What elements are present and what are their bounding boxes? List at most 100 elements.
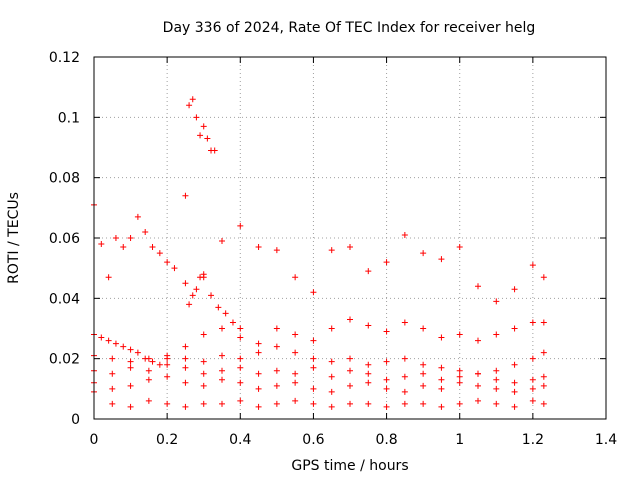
data-point [328, 358, 335, 365]
data-point [208, 292, 215, 299]
data-point [193, 114, 200, 121]
data-point [219, 352, 225, 359]
data-point [200, 382, 207, 389]
data-point [493, 400, 500, 407]
data-point [273, 382, 280, 389]
data-point [127, 346, 134, 353]
data-point [347, 244, 353, 251]
data-point [310, 400, 317, 407]
data-point [219, 400, 225, 407]
data-point [164, 259, 171, 266]
data-point [310, 337, 317, 344]
x-tick-label: 0.2 [156, 432, 178, 448]
data-point [420, 250, 427, 257]
data-point [540, 373, 547, 380]
axis-ticks [93, 56, 607, 420]
data-point [156, 250, 163, 257]
data-point [182, 343, 189, 350]
x-axis-title: GPS time / hours [291, 458, 408, 474]
data-point [219, 367, 225, 374]
data-point [109, 400, 116, 407]
data-point [540, 349, 547, 356]
data-point [328, 247, 335, 254]
data-point [493, 385, 500, 392]
data-point [529, 376, 536, 383]
data-point [383, 259, 390, 266]
y-tick-label: 0.06 [49, 231, 80, 247]
data-point [401, 388, 408, 395]
data-point [142, 355, 149, 362]
data-point [273, 400, 280, 407]
data-point [328, 325, 335, 332]
data-point [273, 325, 280, 332]
data-point [456, 373, 463, 380]
data-point [200, 271, 207, 278]
series-satellite-f [91, 201, 547, 305]
data-point [200, 370, 207, 377]
y-axis-title: ROTI / TECUs [6, 192, 22, 284]
data-point [493, 298, 500, 305]
data-point [383, 358, 390, 365]
data-point [475, 337, 481, 344]
data-point [255, 340, 262, 347]
data-point [401, 355, 408, 362]
series-satellite-e [91, 316, 547, 368]
data-point [529, 397, 536, 404]
data-point [273, 247, 280, 254]
data-point [347, 316, 353, 323]
data-point [200, 331, 207, 338]
data-point [200, 123, 207, 130]
data-point [328, 403, 335, 410]
data-point [475, 397, 481, 404]
data-point [112, 340, 119, 347]
data-point [420, 325, 427, 332]
data-point [475, 382, 481, 389]
data-point [189, 292, 196, 299]
data-point [292, 274, 299, 281]
data-point [347, 400, 353, 407]
data-point [237, 325, 244, 332]
data-point [109, 385, 116, 392]
data-point [237, 379, 244, 386]
data-point [149, 244, 156, 251]
data-point [145, 367, 152, 374]
data-point [365, 370, 372, 377]
data-point [156, 361, 163, 368]
data-point [310, 289, 317, 296]
data-point [383, 403, 390, 410]
data-point [237, 222, 244, 229]
data-point [511, 286, 518, 293]
data-point [273, 367, 280, 374]
data-point [145, 397, 152, 404]
data-point [365, 268, 372, 275]
x-tick-label: 1.2 [522, 432, 544, 448]
x-tick-label: 0.4 [229, 432, 251, 448]
data-point [164, 400, 171, 407]
data-point [171, 265, 178, 272]
series-satellite-h [182, 192, 244, 332]
data-point [475, 283, 481, 290]
data-point [310, 364, 317, 371]
data-point [511, 403, 518, 410]
x-tick-label: 0.6 [302, 432, 324, 448]
series-satellite-g [186, 96, 218, 154]
data-point [182, 403, 189, 410]
data-point [200, 400, 207, 407]
data-point [112, 235, 119, 241]
data-point [197, 132, 204, 139]
y-tick-label: 0.08 [49, 171, 80, 187]
data-point [383, 376, 390, 383]
data-point [182, 192, 189, 199]
data-point [204, 135, 211, 142]
data-point [347, 382, 353, 389]
data-point [383, 328, 390, 335]
data-point [149, 358, 156, 365]
data-point [438, 385, 445, 392]
data-point [193, 286, 200, 293]
data-point [529, 355, 536, 362]
data-point [120, 343, 127, 350]
data-point [186, 102, 193, 109]
data-point [401, 319, 408, 326]
data-point [401, 231, 408, 238]
data-point [493, 331, 500, 338]
